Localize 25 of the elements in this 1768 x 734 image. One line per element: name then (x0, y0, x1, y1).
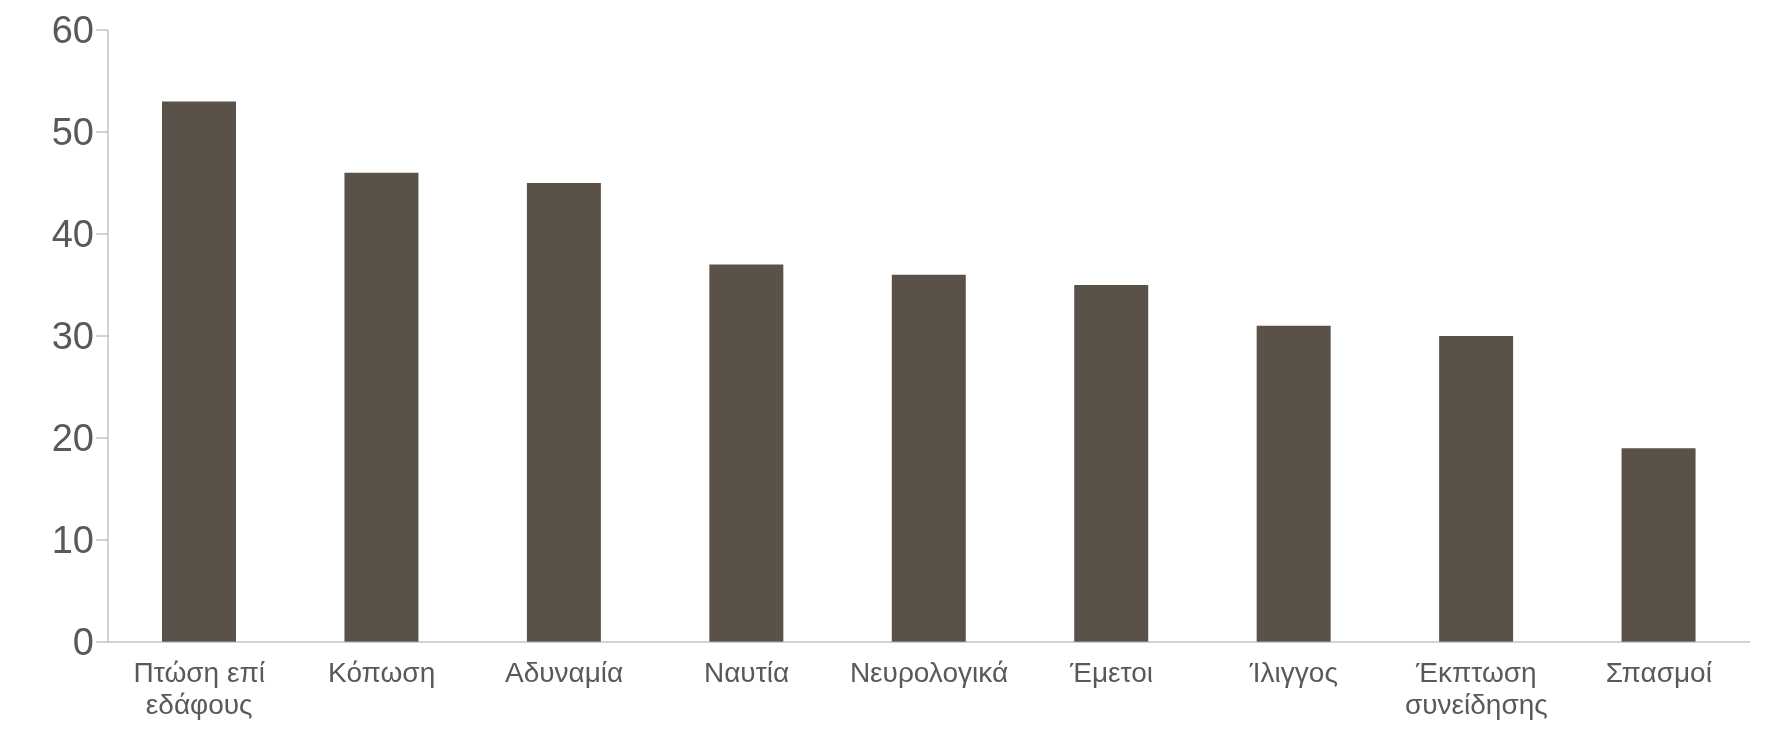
bar (1439, 336, 1514, 642)
bar (526, 183, 601, 642)
x-tick-label: Έμετοι (1068, 657, 1153, 688)
bar (1621, 448, 1696, 642)
y-tick-label: 20 (51, 417, 94, 460)
x-tick-label: Ναυτία (703, 657, 790, 688)
y-tick-label: 50 (51, 111, 94, 154)
bar (1074, 285, 1149, 642)
bar (709, 264, 784, 642)
x-tick-label: Έκπτωση συνείδησης (1404, 657, 1548, 720)
y-tick-label: 10 (51, 519, 94, 562)
bar (1256, 325, 1331, 642)
bar (162, 101, 236, 642)
x-tick-label: Κόπωση (328, 657, 436, 688)
y-tick-label: 0 (72, 621, 94, 664)
y-tick-label: 30 (51, 315, 94, 358)
y-tick-label: 60 (51, 9, 94, 52)
bar (891, 274, 966, 642)
x-tick-label: Πτώση επί εδάφους (133, 657, 265, 720)
x-tick-label: Νευρολογικά (849, 657, 1009, 688)
x-tick-label: Αδυναμία (504, 657, 624, 688)
x-tick-label: Ίλιγγος (1248, 657, 1338, 688)
y-tick-label: 40 (51, 213, 94, 256)
bar (344, 172, 419, 642)
x-tick-label: Σπασμοί (1605, 657, 1712, 688)
